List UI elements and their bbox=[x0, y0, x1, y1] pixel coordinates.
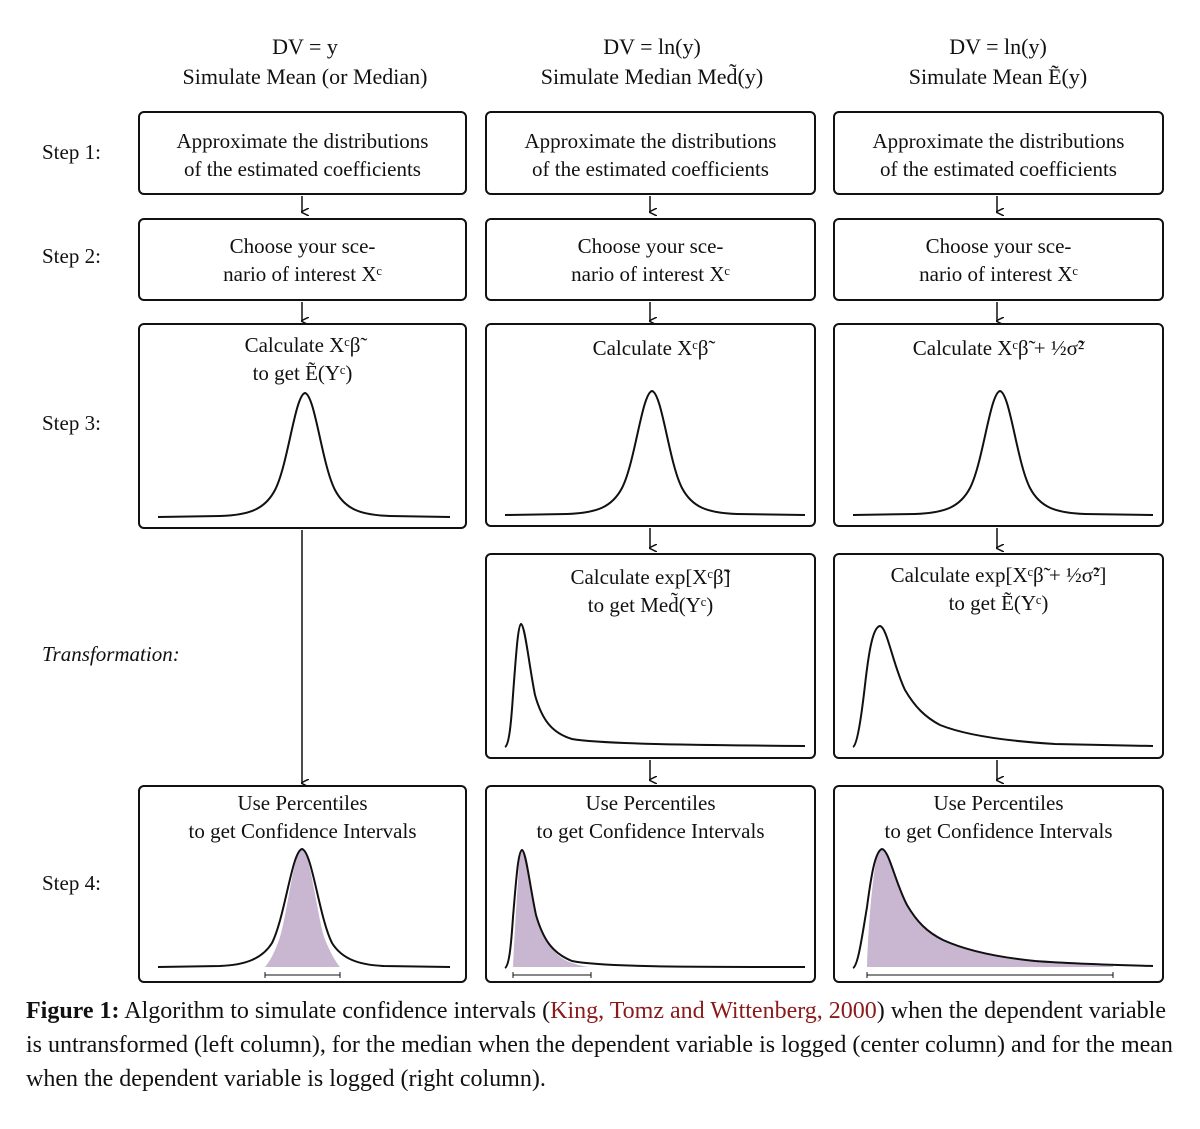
col1-dv-label: DV = y bbox=[272, 34, 338, 59]
col1-step1-line1: Approximate the distributions bbox=[176, 129, 429, 153]
col2-ci-shaded-area bbox=[513, 850, 591, 967]
col2-lognormal-density-curve bbox=[504, 622, 806, 748]
col3-step1-line2: of the estimated coefficients bbox=[880, 157, 1117, 181]
col1-step3-line1: Calculate Xᶜβ̃ bbox=[244, 333, 361, 357]
col3-step2-line1: Choose your sce- bbox=[925, 234, 1072, 258]
col2-step2-line1: Choose your sce- bbox=[577, 234, 724, 258]
step3-label: Step 3: bbox=[42, 411, 101, 435]
col2-step1-line2: of the estimated coefficients bbox=[532, 157, 769, 181]
col1-step2-line1: Choose your sce- bbox=[229, 234, 376, 258]
col1-step3-line2: to get Ẽ(Yᶜ) bbox=[252, 361, 353, 385]
col1-step4-line2: to get Confidence Intervals bbox=[188, 819, 417, 843]
col2-transform-line1: Calculate exp[Xᶜβ̃] bbox=[570, 565, 731, 589]
col3-transform-line1: Calculate exp[Xᶜβ̃ + ½σ̃²] bbox=[890, 563, 1107, 587]
col2-simulate-label: Simulate Median Med̃(y) bbox=[540, 64, 764, 89]
caption-text-after: ) when the dependent variable is untrans… bbox=[26, 998, 1173, 1092]
col3-lognormal-density-curve bbox=[852, 624, 1154, 748]
col2-header: DV = ln(y) Simulate Median Med̃(y) bbox=[482, 32, 822, 92]
col1-step2-box: Choose your sce- nario of interest Xᶜ bbox=[138, 218, 467, 301]
col2-dv-label: DV = ln(y) bbox=[603, 34, 701, 59]
col2-step2-box: Choose your sce- nario of interest Xᶜ bbox=[485, 218, 816, 301]
col2-ci-density-curve bbox=[504, 848, 806, 978]
step1-label: Step 1: bbox=[42, 140, 101, 164]
col3-step4-line2: to get Confidence Intervals bbox=[884, 819, 1113, 843]
col3-step2-line2: nario of interest Xᶜ bbox=[919, 262, 1078, 286]
col1-header: DV = y Simulate Mean (or Median) bbox=[135, 32, 475, 92]
col3-simulate-label: Simulate Mean Ẽ(y) bbox=[908, 64, 1088, 89]
caption-citation-link[interactable]: King, Tomz and Wittenberg, 2000 bbox=[550, 998, 877, 1024]
figure-caption: Figure 1: Algorithm to simulate confiden… bbox=[26, 994, 1176, 1096]
col3-step2-box: Choose your sce- nario of interest Xᶜ bbox=[833, 218, 1164, 301]
col1-step1-box: Approximate the distributions of the est… bbox=[138, 111, 467, 195]
col3-step3-box: Calculate Xᶜβ̃ + ½σ̃² bbox=[833, 323, 1164, 527]
col2-transform-line2: to get Med̃(Yᶜ) bbox=[587, 593, 714, 617]
col3-dv-label: DV = ln(y) bbox=[949, 34, 1047, 59]
col3-ci-density-curve bbox=[852, 847, 1154, 978]
col3-step4-box: Use Percentiles to get Confidence Interv… bbox=[833, 785, 1164, 983]
col2-step4-line2: to get Confidence Intervals bbox=[536, 819, 765, 843]
col1-simulate-label: Simulate Mean (or Median) bbox=[182, 64, 428, 89]
col3-header: DV = ln(y) Simulate Mean Ẽ(y) bbox=[828, 32, 1168, 92]
step2-label: Step 2: bbox=[42, 244, 101, 268]
col3-step1-line1: Approximate the distributions bbox=[872, 129, 1125, 153]
col3-transform-line2: to get Ẽ(Yᶜ) bbox=[948, 591, 1049, 615]
figure-label: Figure 1: bbox=[26, 998, 120, 1024]
col3-step4-line1: Use Percentiles bbox=[933, 791, 1064, 815]
col3-transform-box: Calculate exp[Xᶜβ̃ + ½σ̃²] to get Ẽ(Yᶜ) bbox=[833, 553, 1164, 759]
col2-step2-line2: nario of interest Xᶜ bbox=[571, 262, 730, 286]
col1-step4-line1: Use Percentiles bbox=[237, 791, 368, 815]
col1-step2-line2: nario of interest Xᶜ bbox=[223, 262, 382, 286]
col3-normal-density-curve bbox=[852, 389, 1154, 516]
col2-step1-line1: Approximate the distributions bbox=[524, 129, 777, 153]
col1-ci-density-curve bbox=[157, 847, 451, 978]
col1-ci-shaded-area bbox=[265, 849, 340, 967]
col1-normal-density-curve bbox=[157, 391, 451, 518]
col2-transform-box: Calculate exp[Xᶜβ̃] to get Med̃(Yᶜ) bbox=[485, 553, 816, 759]
transformation-label: Transformation: bbox=[42, 642, 180, 666]
col3-ci-shaded-area bbox=[867, 849, 1113, 967]
col2-normal-density-curve bbox=[504, 389, 806, 516]
col2-step3-line1: Calculate Xᶜβ̃ bbox=[592, 336, 709, 360]
col2-step4-box: Use Percentiles to get Confidence Interv… bbox=[485, 785, 816, 983]
caption-text-before: Algorithm to simulate confidence interva… bbox=[124, 998, 551, 1024]
col3-step1-box: Approximate the distributions of the est… bbox=[833, 111, 1164, 195]
col1-step3-box: Calculate Xᶜβ̃ to get Ẽ(Yᶜ) bbox=[138, 323, 467, 529]
col2-step1-box: Approximate the distributions of the est… bbox=[485, 111, 816, 195]
col2-step4-line1: Use Percentiles bbox=[585, 791, 716, 815]
col1-step4-box: Use Percentiles to get Confidence Interv… bbox=[138, 785, 467, 983]
step4-label: Step 4: bbox=[42, 871, 101, 895]
col3-step3-line1: Calculate Xᶜβ̃ + ½σ̃² bbox=[912, 336, 1085, 360]
col2-step3-box: Calculate Xᶜβ̃ bbox=[485, 323, 816, 527]
col1-step1-line2: of the estimated coefficients bbox=[184, 157, 421, 181]
